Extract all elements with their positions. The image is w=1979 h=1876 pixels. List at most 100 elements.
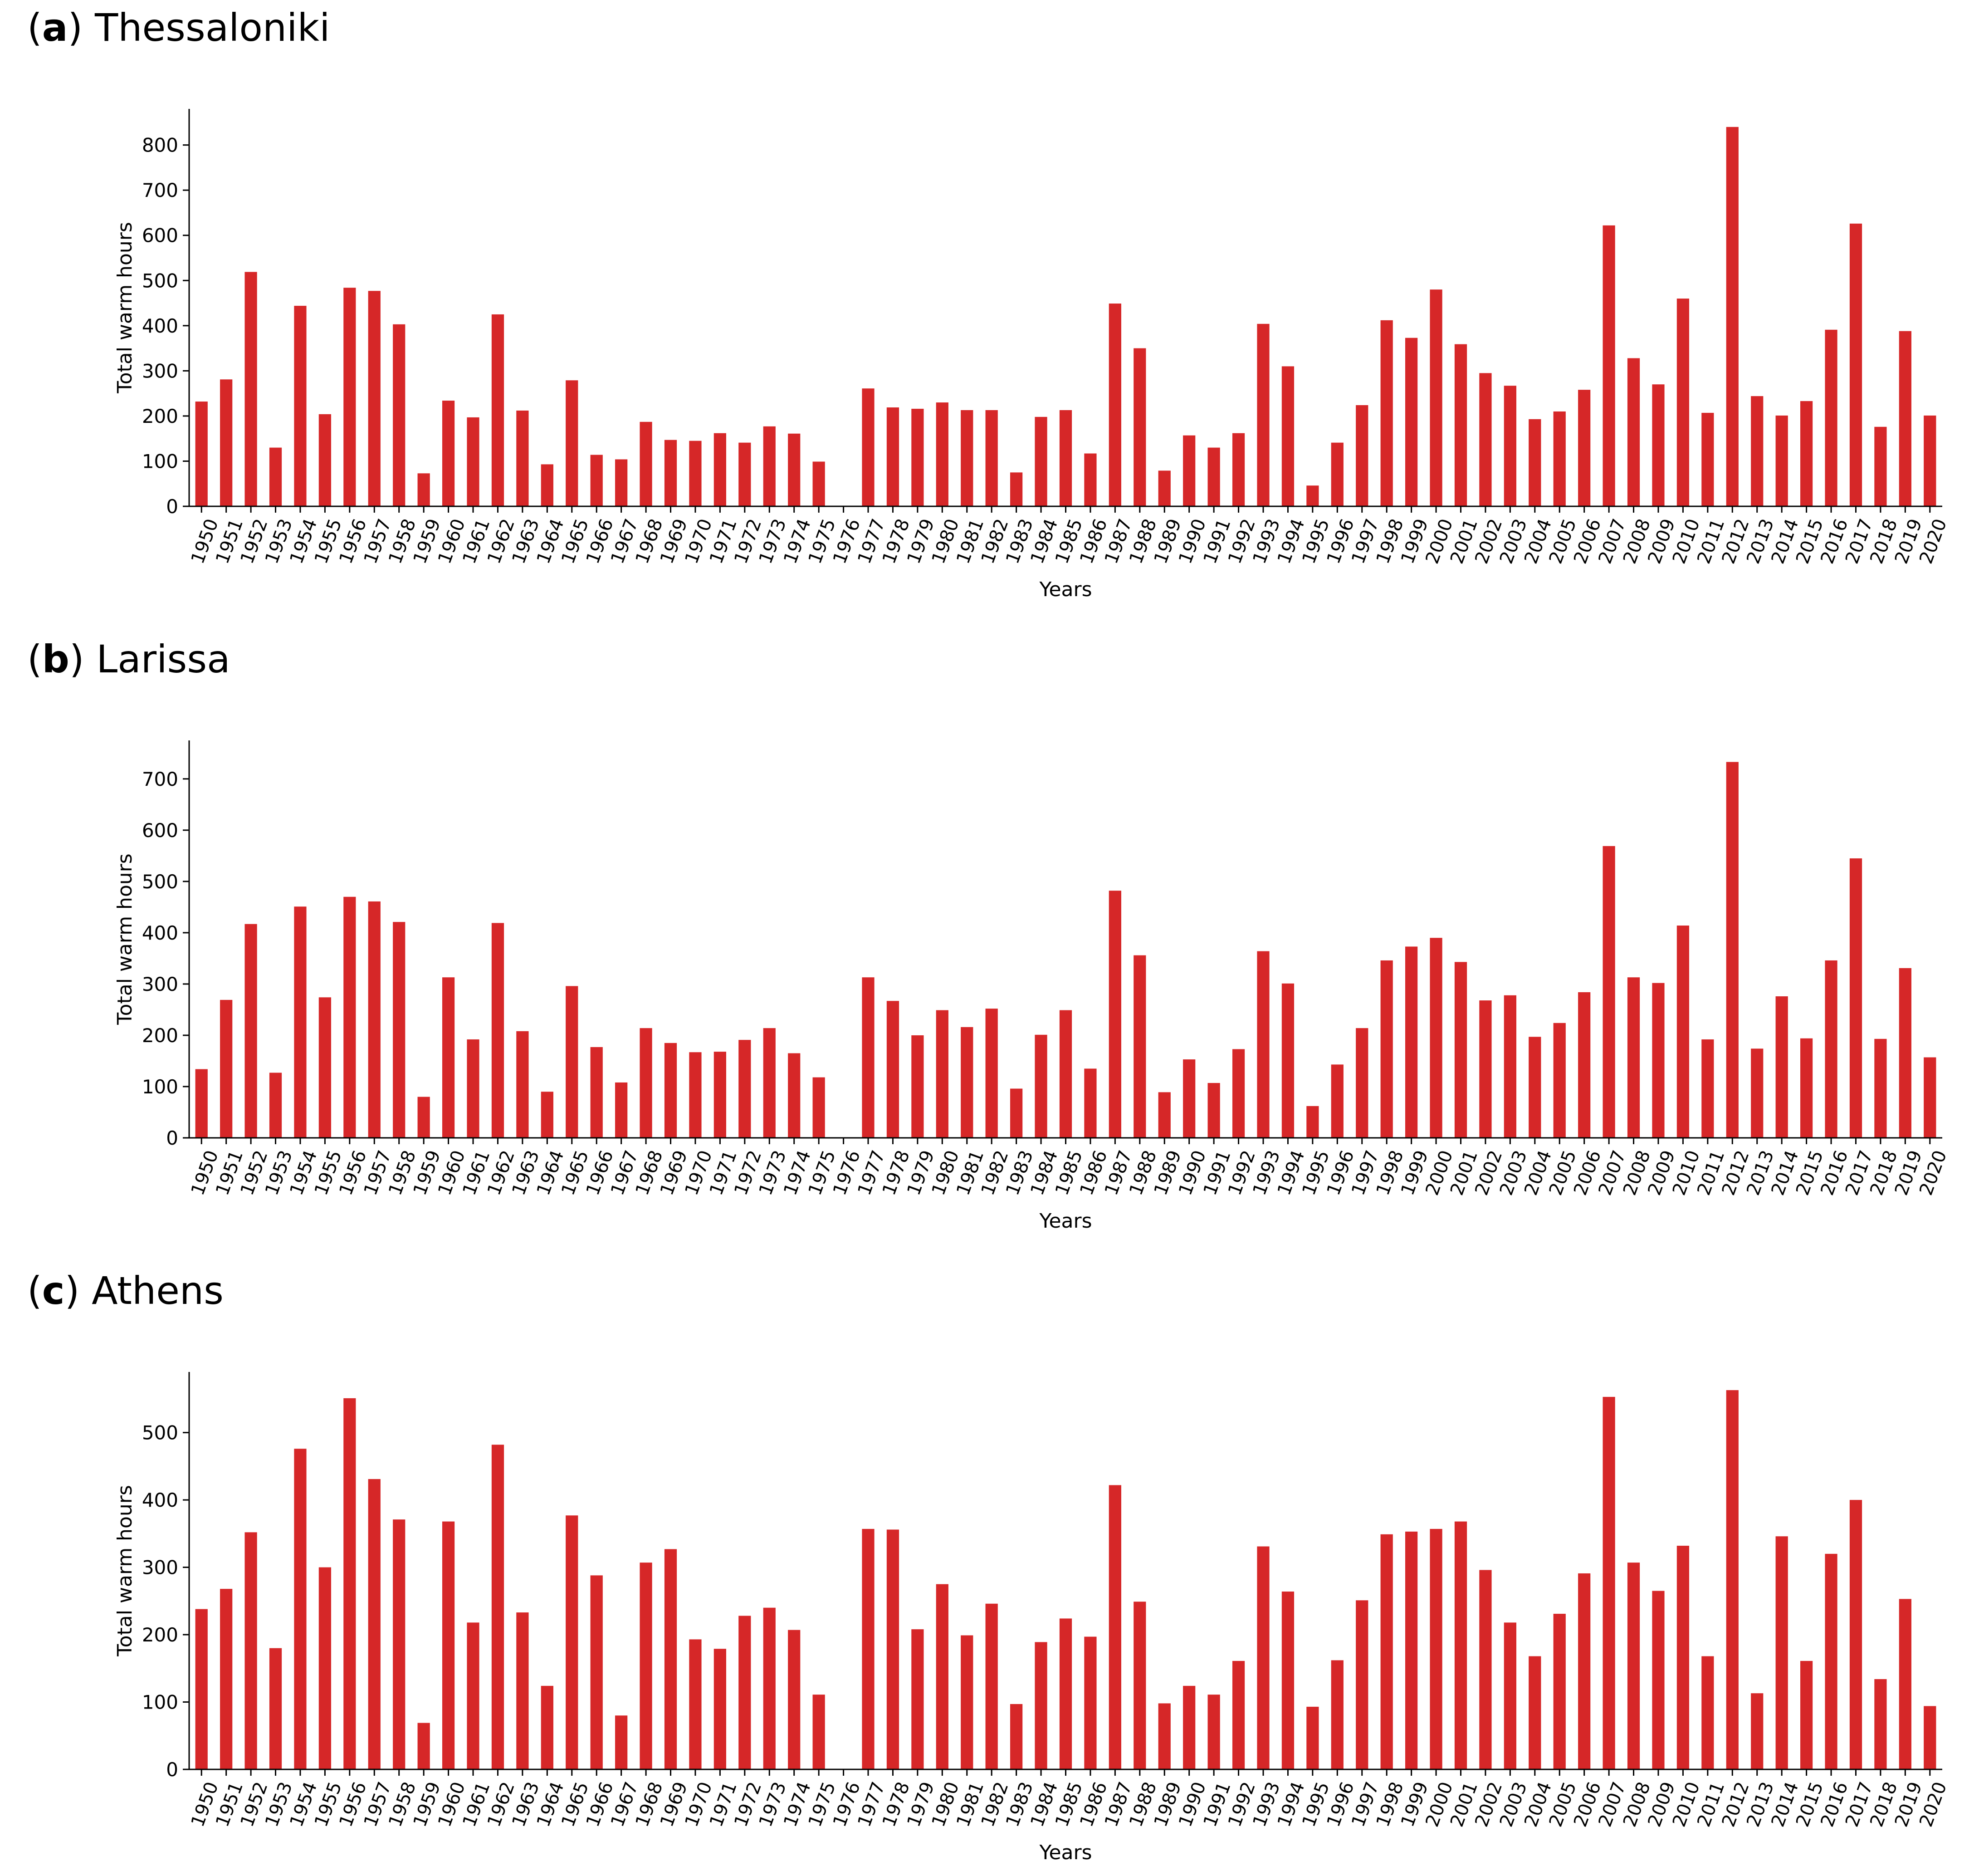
bar-1985 xyxy=(1059,410,1072,506)
bar-1998 xyxy=(1380,960,1393,1138)
bar-1994 xyxy=(1281,1592,1295,1769)
bar-2012 xyxy=(1726,1390,1739,1769)
x-axis-label: Years xyxy=(1039,578,1092,601)
bar-1981 xyxy=(961,1635,973,1769)
bar-1993 xyxy=(1257,951,1270,1138)
bar-1990 xyxy=(1183,1685,1196,1769)
bar-2020 xyxy=(1924,415,1936,506)
y-tick-label: 0 xyxy=(166,1127,178,1149)
bar-1955 xyxy=(318,1567,332,1769)
bar-2013 xyxy=(1751,1048,1764,1138)
bar-1961 xyxy=(467,1622,479,1769)
y-tick-label: 700 xyxy=(142,179,178,201)
bar-1962 xyxy=(491,1445,504,1769)
bar-1988 xyxy=(1134,348,1146,506)
bar-1992 xyxy=(1232,1049,1245,1138)
bar-1955 xyxy=(318,414,332,506)
y-tick-label: 0 xyxy=(166,495,178,518)
bar-1986 xyxy=(1084,1636,1097,1769)
bar-1982 xyxy=(985,1603,998,1769)
y-tick-label: 500 xyxy=(142,269,178,292)
bar-2005 xyxy=(1553,1614,1566,1769)
bar-1988 xyxy=(1134,1602,1146,1769)
bar-1989 xyxy=(1158,1703,1171,1769)
bar-1990 xyxy=(1183,435,1196,506)
bar-1960 xyxy=(442,401,455,506)
panel-title-paren-close: ) xyxy=(69,637,96,681)
y-tick-label: 300 xyxy=(142,360,178,382)
bar-1988 xyxy=(1134,955,1146,1138)
y-tick-label: 100 xyxy=(142,1076,178,1098)
panel-title-text: Thessaloniki xyxy=(94,5,330,50)
bar-2019 xyxy=(1899,331,1911,506)
bar-2006 xyxy=(1578,992,1591,1138)
bar-1954 xyxy=(294,1449,307,1769)
bar-1984 xyxy=(1035,416,1047,506)
bar-1997 xyxy=(1356,405,1368,506)
y-tick-label: 400 xyxy=(142,315,178,337)
bar-2007 xyxy=(1603,846,1615,1138)
bar-1998 xyxy=(1380,1534,1393,1769)
bar-2011 xyxy=(1701,412,1714,506)
bar-1952 xyxy=(244,1532,257,1769)
bar-1965 xyxy=(566,1515,578,1769)
bar-1970 xyxy=(689,1639,702,1769)
bar-2003 xyxy=(1504,995,1516,1138)
bar-1974 xyxy=(788,1053,801,1138)
bar-1953 xyxy=(269,1648,282,1769)
bar-1981 xyxy=(961,1027,973,1138)
bar-2002 xyxy=(1479,1000,1492,1138)
bar-1974 xyxy=(788,1630,801,1769)
bar-2013 xyxy=(1751,396,1764,506)
bar-1972 xyxy=(738,1616,751,1769)
bar-1979 xyxy=(911,1629,924,1769)
bar-1966 xyxy=(590,1047,603,1138)
bar-2008 xyxy=(1627,358,1640,506)
y-tick-label: 400 xyxy=(142,922,178,944)
bar-1968 xyxy=(640,421,652,506)
panel-title-paren-close: ) xyxy=(65,1269,92,1313)
bar-1978 xyxy=(886,407,899,506)
bar-1995 xyxy=(1306,485,1319,506)
bar-1977 xyxy=(862,388,875,506)
bar-1991 xyxy=(1207,1083,1220,1138)
bar-1979 xyxy=(911,1035,924,1138)
bar-1989 xyxy=(1158,1092,1171,1138)
bar-1997 xyxy=(1356,1028,1368,1138)
y-tick-label: 700 xyxy=(142,768,178,790)
bar-1951 xyxy=(220,999,233,1138)
y-tick-label: 300 xyxy=(142,973,178,995)
bar-2014 xyxy=(1775,415,1788,506)
bar-1959 xyxy=(417,1723,430,1769)
chart-panel-c: (c) Athens010020030040050019501951195219… xyxy=(27,1269,1951,1864)
bar-1960 xyxy=(442,1521,455,1769)
bar-2004 xyxy=(1529,1037,1541,1138)
bar-1997 xyxy=(1356,1600,1368,1769)
bar-1956 xyxy=(343,1398,356,1769)
bar-1964 xyxy=(541,1092,553,1138)
bar-1965 xyxy=(566,986,578,1138)
bar-1971 xyxy=(713,433,726,506)
bar-2020 xyxy=(1924,1706,1936,1769)
bar-1966 xyxy=(590,455,603,506)
bar-1978 xyxy=(886,1529,899,1769)
bar-1967 xyxy=(615,459,628,506)
bar-1982 xyxy=(985,1009,998,1138)
bar-2001 xyxy=(1454,1521,1467,1769)
bar-1983 xyxy=(1010,1704,1023,1769)
bar-1995 xyxy=(1306,1106,1319,1138)
bar-1965 xyxy=(566,380,578,506)
panel-title-paren-open: ( xyxy=(27,5,42,50)
bar-2018 xyxy=(1874,426,1887,506)
bar-2010 xyxy=(1676,1546,1690,1769)
bar-2004 xyxy=(1529,1656,1541,1769)
bar-1978 xyxy=(886,1001,899,1138)
bar-1996 xyxy=(1331,1064,1344,1138)
bar-1963 xyxy=(516,410,529,506)
bar-2012 xyxy=(1726,127,1739,506)
bar-1953 xyxy=(269,1073,282,1138)
bar-1951 xyxy=(220,379,233,506)
bar-1961 xyxy=(467,417,479,506)
chart-panel-b: (b) Larissa01002003004005006007001950195… xyxy=(27,637,1951,1233)
